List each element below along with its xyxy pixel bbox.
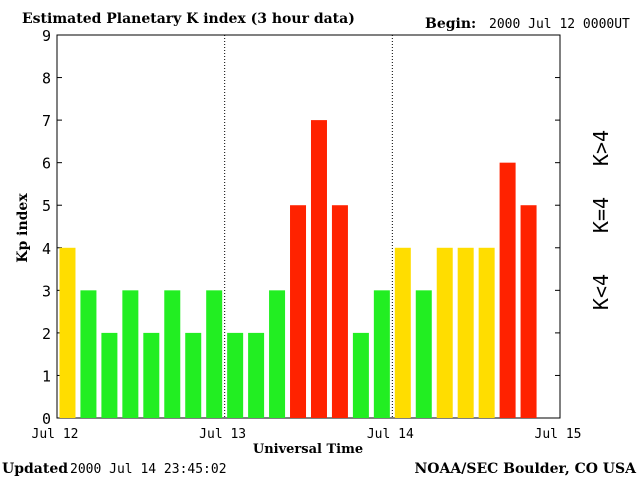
- kp-bar: [352, 332, 369, 418]
- x-axis-label: Universal Time: [253, 442, 363, 457]
- x-tick-label: Jul 13: [199, 427, 246, 442]
- legend-mid: K=4: [589, 197, 613, 233]
- kp-bar: [80, 290, 97, 418]
- x-tick-label: Jul 12: [32, 427, 79, 442]
- legend-high: K>4: [589, 130, 613, 166]
- source-credit: NOAA/SEC Boulder, CO USA: [415, 461, 638, 477]
- y-tick-label: 9: [42, 27, 51, 45]
- plot-frame: [56, 34, 561, 419]
- kp-bar: [227, 332, 244, 418]
- kp-bar: [185, 332, 202, 418]
- y-tick-label: 2: [42, 325, 51, 343]
- kp-bar: [520, 205, 537, 418]
- begin-label: Begin:: [425, 16, 476, 32]
- updated-label: Updated: [2, 461, 68, 477]
- y-tick-label: 0: [42, 410, 51, 428]
- kp-bar: [164, 290, 181, 418]
- kp-bar: [457, 247, 474, 418]
- kp-bar: [478, 247, 495, 418]
- y-tick-label: 4: [42, 240, 51, 258]
- chart-title: Estimated Planetary K index (3 hour data…: [22, 11, 355, 27]
- y-tick-label: 1: [42, 367, 51, 385]
- kp-bar: [122, 290, 139, 418]
- plot-area: 0 1 2 3 4 5 6 7 8 9 Jul 12 Jul 13 Jul 14 Jul 15: [32, 27, 582, 442]
- kp-bar: [436, 247, 453, 418]
- begin-value: 2000 Jul 12 0000UT: [489, 17, 630, 32]
- kp-bar: [331, 205, 348, 418]
- kp-bar: [290, 205, 307, 418]
- legend-low: K<4: [589, 274, 613, 310]
- kp-bar: [59, 247, 76, 418]
- kp-bar: [101, 332, 118, 418]
- y-tick-label: 8: [42, 70, 51, 88]
- kp-bar: [269, 290, 286, 418]
- y-axis-label: Kp index: [15, 193, 31, 263]
- kp-bar: [394, 247, 411, 418]
- kp-bar: [415, 290, 432, 418]
- updated-value: 2000 Jul 14 23:45:02: [70, 462, 227, 477]
- kp-bar: [373, 290, 390, 418]
- y-tick-label: 6: [42, 155, 51, 173]
- kp-bar: [499, 162, 516, 418]
- kp-bar: [143, 332, 160, 418]
- kp-bar: [206, 290, 223, 418]
- y-tick-label: 5: [42, 197, 51, 215]
- x-tick-label: Jul 15: [535, 427, 582, 442]
- kp-bar: [248, 332, 265, 418]
- y-tick-label: 3: [42, 282, 51, 300]
- x-tick-label: Jul 14: [367, 427, 414, 442]
- kp-bar: [310, 120, 327, 418]
- y-tick-label: 7: [42, 112, 51, 130]
